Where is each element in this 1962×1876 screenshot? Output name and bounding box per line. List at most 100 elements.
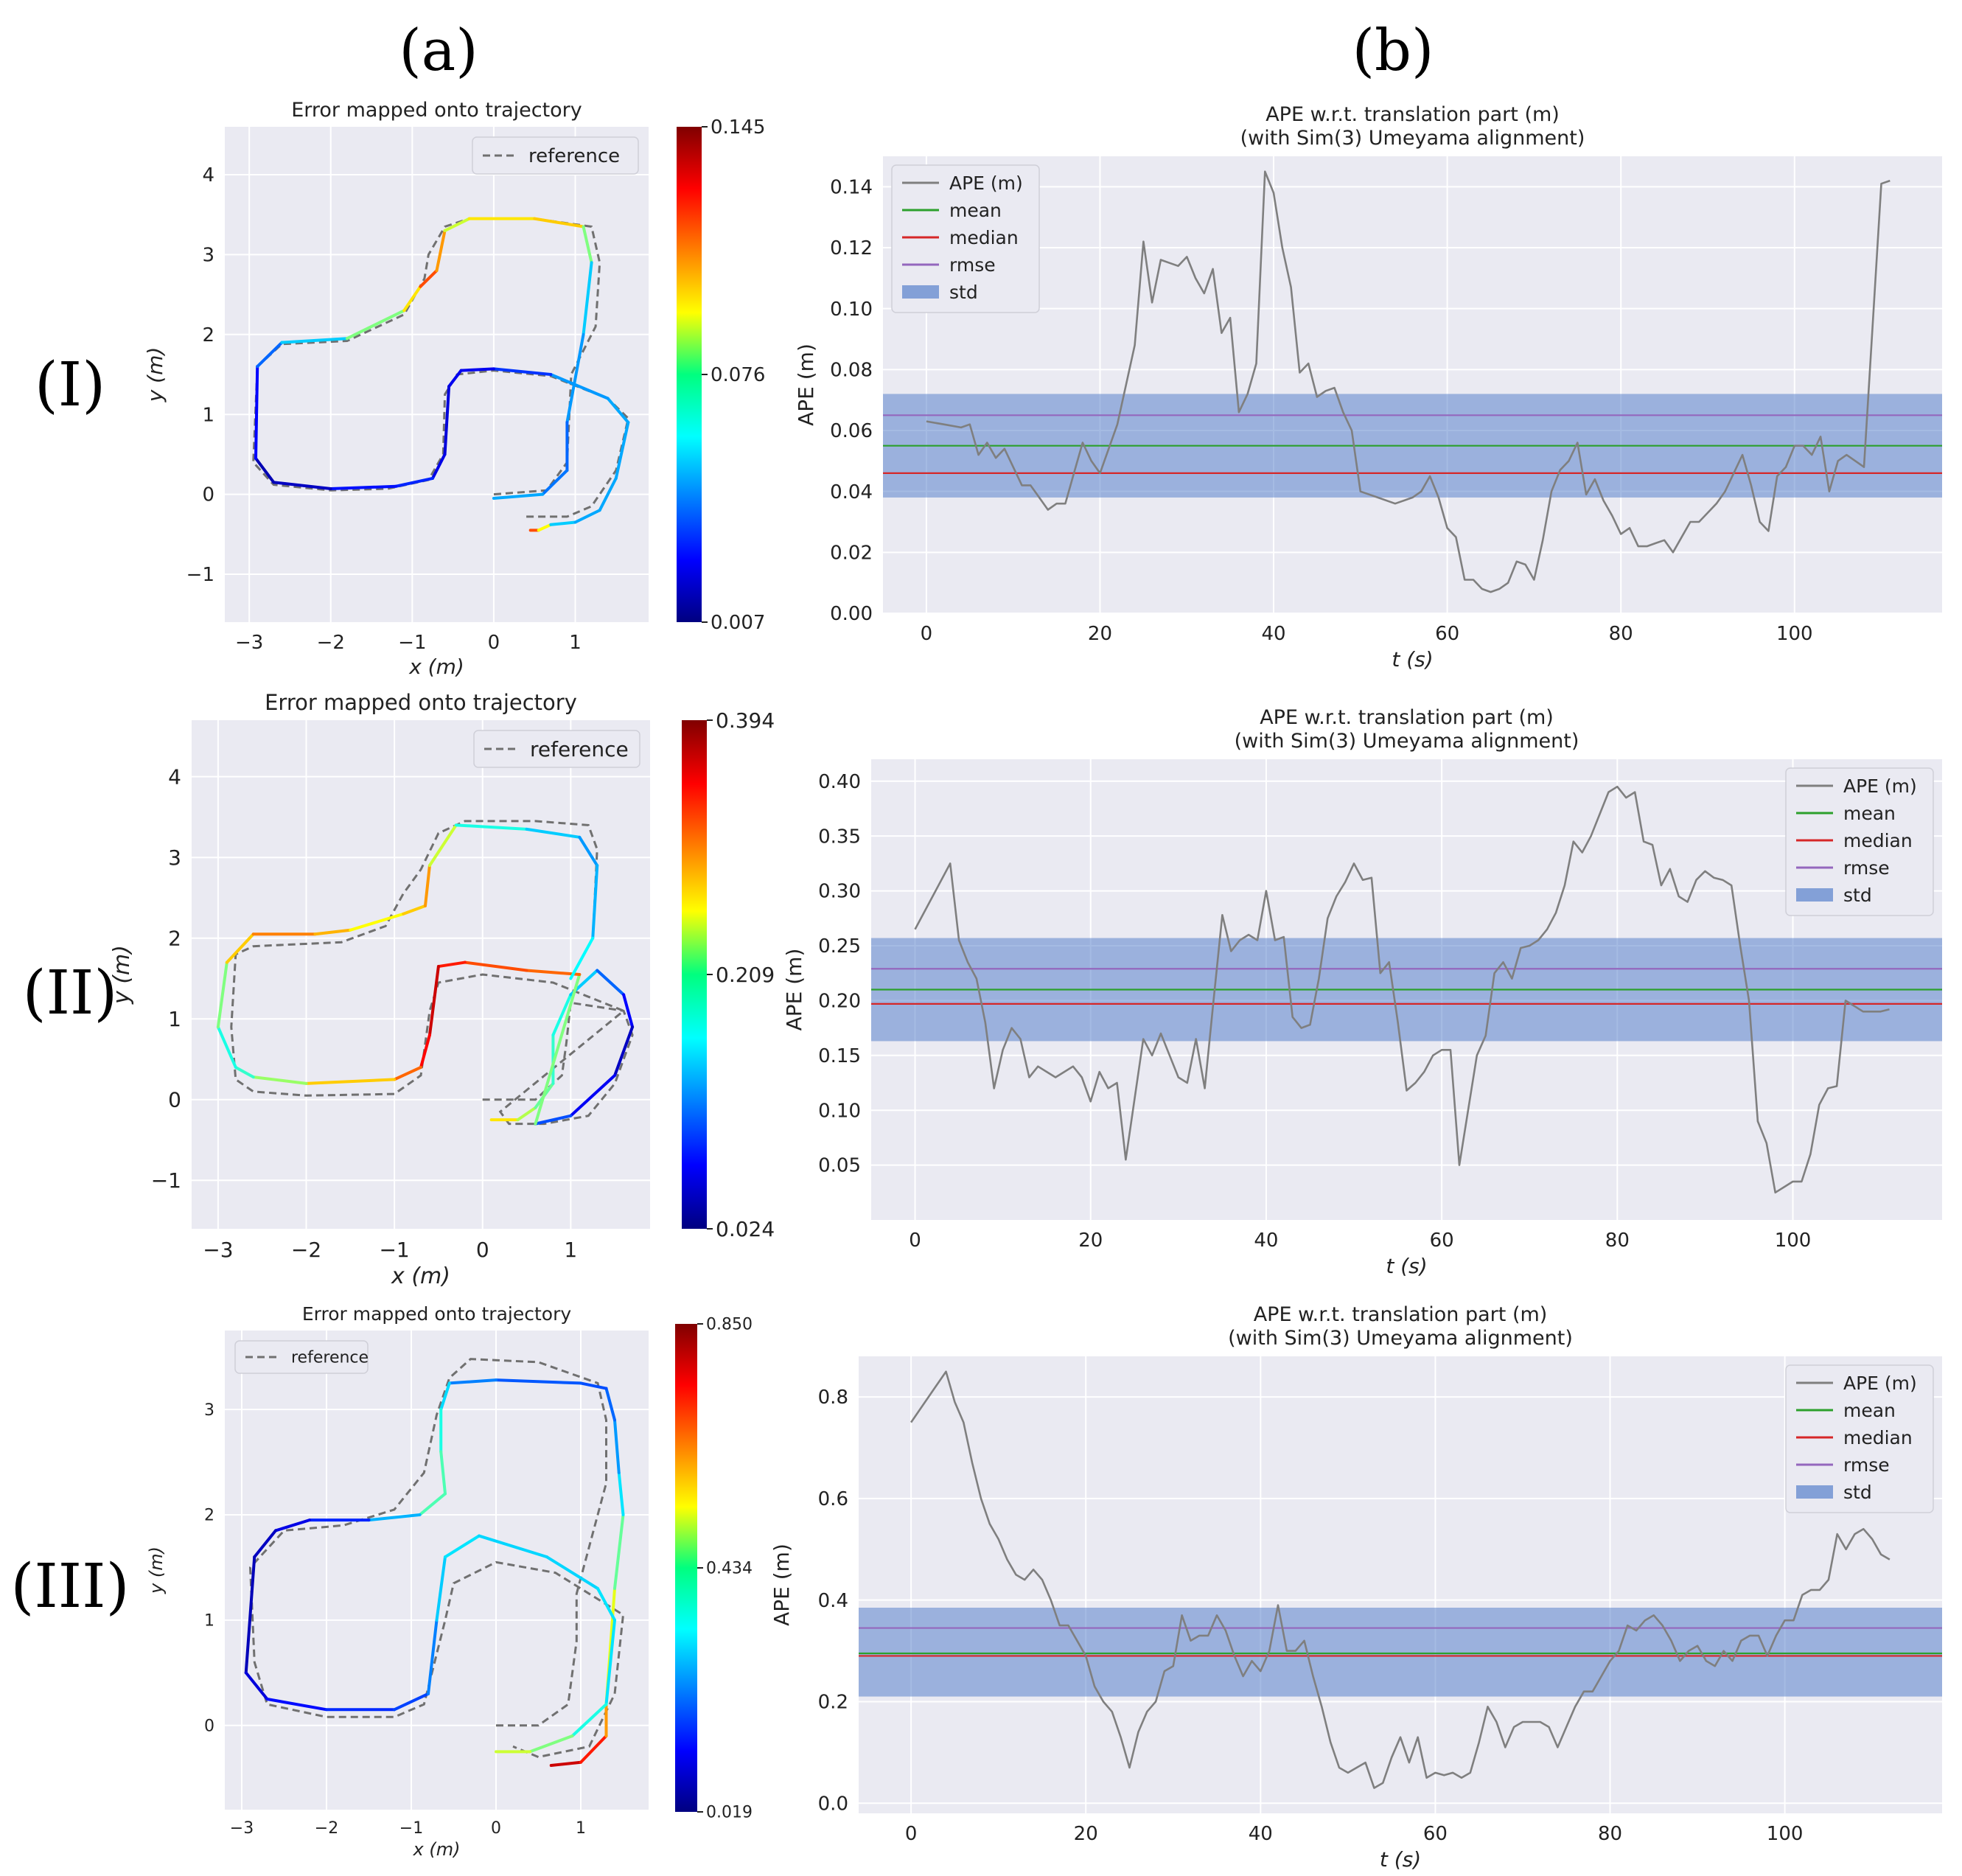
trajectory-segment	[578, 835, 599, 868]
legend-std-swatch	[1796, 888, 1833, 902]
row-label-III: (III)	[10, 1552, 129, 1622]
y-tick-label: 0.8	[818, 1387, 848, 1409]
y-axis-label: y (m)	[146, 1547, 167, 1594]
colorbar	[682, 720, 707, 1229]
y-tick-label: 0.02	[830, 542, 873, 564]
x-tick-label: 1	[564, 1238, 577, 1262]
trajectory-plot-II: −3 −2 −1 0 1 −1 0 1 2 3 4 Error mapped onto traject…	[109, 690, 775, 1289]
colorbar-tick-label: 0.145	[711, 116, 765, 139]
x-tick-label: 0	[905, 1823, 918, 1845]
trajectory-segment	[614, 421, 630, 480]
legend-mean-label: mean	[1843, 803, 1896, 824]
y-tick-label: 0.40	[818, 771, 861, 793]
trajectory-segment	[329, 484, 398, 490]
legend-mean-label: mean	[1843, 1400, 1896, 1421]
x-axis-label: x (m)	[391, 1263, 450, 1289]
y-axis-label: APE (m)	[794, 344, 818, 426]
trajectory-segment	[216, 960, 228, 1029]
legend-ape-label: APE (m)	[949, 172, 1023, 194]
ape-plot-II: 0 20 40 60 80 100 0.05 0.10 0.15 0.20 0.25 0.30 0.35…	[782, 706, 1942, 1278]
x-tick-label: −3	[235, 632, 263, 654]
trajectory-segment	[596, 969, 626, 997]
trajectory-segment	[447, 369, 463, 388]
y-tick-label: 3	[204, 1401, 214, 1420]
trajectory-segment	[549, 520, 577, 526]
trajectory-segment	[459, 367, 495, 372]
legend-reference-label: reference	[528, 145, 620, 167]
trajectory-segment	[454, 823, 528, 831]
x-tick-label: 20	[1078, 1230, 1103, 1252]
row-label-I: (I)	[35, 350, 105, 420]
trajectory-segment	[280, 337, 349, 344]
trajectory-segment	[492, 492, 545, 500]
trajectory-segment	[444, 1534, 481, 1559]
x-axis-label: x (m)	[408, 655, 464, 679]
trajectory-segment	[254, 365, 259, 460]
trajectory-segment	[436, 960, 467, 969]
colorbar-tick-label: 0.434	[706, 1560, 753, 1578]
x-tick-label: 100	[1776, 623, 1813, 645]
x-axis-label: t (s)	[1380, 1847, 1421, 1872]
y-tick-label: 3	[168, 845, 181, 870]
trajectory-segment	[495, 1378, 582, 1385]
legend-median-label: median	[949, 227, 1019, 248]
trajectory-segment	[549, 1760, 582, 1767]
y-tick-label: 2	[168, 927, 181, 951]
trajectory-segment	[582, 261, 593, 336]
colorbar-tick-label: 0.024	[716, 1217, 775, 1241]
reference-trajectory	[248, 1358, 625, 1759]
y-tick-label: 0.05	[818, 1155, 861, 1177]
y-tick-label: 0.15	[818, 1045, 861, 1067]
x-axis-label: t (s)	[1386, 1254, 1427, 1278]
trajectory-segment	[430, 453, 447, 480]
trajectory-segment	[551, 993, 573, 1037]
ape-series-line	[926, 170, 1891, 593]
column-label-b: (b)	[1352, 18, 1434, 84]
x-tick-label: 80	[1609, 623, 1633, 645]
legend-ape-label: APE (m)	[1843, 1373, 1917, 1394]
trajectory-segment	[419, 1033, 431, 1069]
legend-box	[473, 730, 640, 768]
trajectory-segment	[606, 397, 630, 425]
trajectory-segment	[304, 1078, 397, 1085]
trajectory-segment	[617, 1471, 625, 1516]
y-tick-label: 0	[168, 1088, 181, 1112]
x-tick-label: 100	[1775, 1230, 1812, 1252]
trajectory-segment	[253, 1529, 277, 1559]
y-tick-label: 0.2	[818, 1692, 848, 1714]
y-tick-label: −1	[186, 564, 214, 586]
trajectory-segment	[570, 1703, 608, 1737]
y-tick-label: 0.08	[830, 359, 873, 381]
x-tick-label: 0	[476, 1238, 489, 1262]
chart-title: APE w.r.t. translation part (m)	[1254, 1303, 1548, 1326]
trajectory-segment	[254, 456, 276, 484]
ape-series-line	[910, 1370, 1891, 1789]
column-label-a: (a)	[399, 18, 478, 84]
trajectory-segment	[427, 965, 440, 1037]
trajectory-segment	[418, 1492, 447, 1516]
ape-series-line	[914, 785, 1890, 1194]
y-axis-label: APE (m)	[769, 1544, 794, 1626]
x-tick-label: −1	[379, 1238, 409, 1262]
trajectory-segment	[569, 1073, 617, 1117]
y-tick-label: 0.12	[830, 237, 873, 259]
legend-std-label: std	[949, 282, 978, 303]
trajectory-segment	[604, 1387, 616, 1422]
y-tick-label: 2	[202, 324, 214, 346]
x-tick-label: −1	[398, 632, 426, 654]
legend-ape-label: APE (m)	[1843, 775, 1917, 797]
y-tick-label: 1	[168, 1007, 181, 1031]
trajectory-segment	[533, 217, 585, 229]
legend-rmse-label: rmse	[1843, 1454, 1890, 1476]
trajectory-segment	[225, 932, 255, 964]
trajectory-segment	[402, 904, 427, 916]
legend-std-label: std	[1843, 1482, 1872, 1503]
x-tick-label: 40	[1249, 1823, 1273, 1845]
legend-reference-label: reference	[530, 737, 629, 761]
y-tick-label: 4	[168, 764, 181, 789]
y-tick-label: 1	[202, 404, 214, 426]
trajectory-segment	[423, 864, 431, 907]
trajectory-segment	[367, 1513, 422, 1522]
ape-plot-I: 0 20 40 60 80 100 0.00 0.02 0.04 0.06 0.08 0.10 0.12…	[794, 103, 1942, 672]
plot-area	[225, 1331, 649, 1810]
